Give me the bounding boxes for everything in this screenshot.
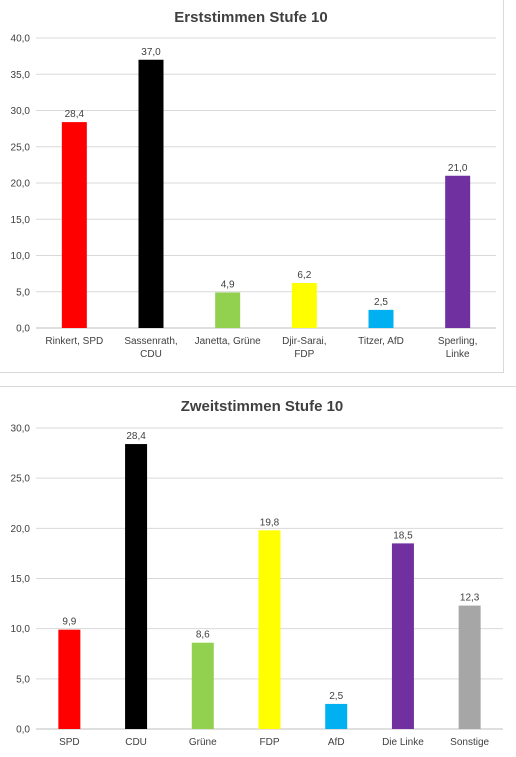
data-label: 4,9 (221, 279, 235, 290)
y-tick-label: 0,0 (16, 324, 30, 335)
data-label: 19,8 (260, 517, 280, 528)
y-tick-label: 15,0 (11, 215, 31, 226)
y-tick-label: 5,0 (16, 287, 30, 298)
y-tick-label: 10,0 (11, 624, 31, 635)
bar (215, 292, 241, 328)
y-tick-label: 20,0 (11, 524, 31, 535)
y-tick-label: 0,0 (16, 725, 30, 736)
zweitstimmen-chart-svg: Zweitstimmen Stufe 10 0,0 5,0 10,0 15,0 20,0… (11, 398, 503, 748)
data-label: 2,5 (329, 691, 343, 702)
data-label: 21,0 (448, 163, 468, 174)
bar (61, 122, 87, 328)
y-tick-label: 15,0 (11, 574, 31, 585)
bar (258, 530, 281, 729)
data-label: 2,5 (374, 297, 388, 308)
data-label: 9,9 (62, 617, 76, 628)
y-tick-label: 5,0 (16, 674, 30, 685)
bar (58, 629, 81, 729)
category-label: Rinkert, SPD (45, 336, 103, 347)
data-label: 28,4 (65, 109, 85, 120)
y-tick-label: 25,0 (11, 142, 31, 153)
erststimmen-chart: Erststimmen Stufe 10 0,0 5,0 10,0 15,0 20,0 2… (0, 0, 504, 373)
y-tick-label: 30,0 (11, 424, 31, 435)
category-label: Die Linke (382, 737, 424, 748)
bar (191, 642, 214, 729)
category-label: Titzer, AfD (358, 336, 404, 347)
bar (125, 444, 148, 729)
category-label: Djir-Sarai, FDP (282, 336, 326, 360)
erststimmen-chart-svg: Erststimmen Stufe 10 0,0 5,0 10,0 15,0 20,0 2… (11, 9, 496, 360)
y-tick-label: 25,0 (11, 474, 31, 485)
chart-title: Zweitstimmen Stufe 10 (181, 398, 344, 415)
category-label: Grüne (189, 737, 217, 748)
y-tick-label: 30,0 (11, 106, 31, 117)
data-label: 6,2 (297, 270, 311, 281)
y-tick-label: 20,0 (11, 179, 31, 190)
chart-title: Erststimmen Stufe 10 (174, 9, 327, 26)
category-label: Janetta, Grüne (195, 336, 262, 347)
data-label: 37,0 (141, 47, 161, 58)
y-tick-label: 10,0 (11, 251, 31, 262)
data-label: 8,6 (196, 630, 210, 641)
category-label: CDU (125, 737, 147, 748)
data-label: 28,4 (126, 431, 146, 442)
bar (138, 59, 164, 328)
bar (391, 543, 414, 729)
bar (445, 175, 471, 328)
bar (325, 703, 348, 729)
y-tick-label: 40,0 (11, 34, 31, 45)
bar (368, 309, 394, 328)
zweitstimmen-chart: Zweitstimmen Stufe 10 0,0 5,0 10,0 15,0 20,0… (0, 386, 516, 757)
category-label: Sonstige (450, 737, 489, 748)
y-tick-label: 35,0 (11, 70, 31, 81)
category-label: SPD (59, 737, 80, 748)
category-label: Sperling, Linke (438, 336, 477, 360)
category-label: AfD (328, 737, 345, 748)
data-label: 18,5 (393, 530, 413, 541)
data-label: 12,3 (460, 593, 480, 604)
bar (291, 283, 317, 328)
category-label: Sassenrath, CDU (124, 336, 177, 360)
bar (458, 605, 481, 729)
category-label: FDP (260, 737, 280, 748)
